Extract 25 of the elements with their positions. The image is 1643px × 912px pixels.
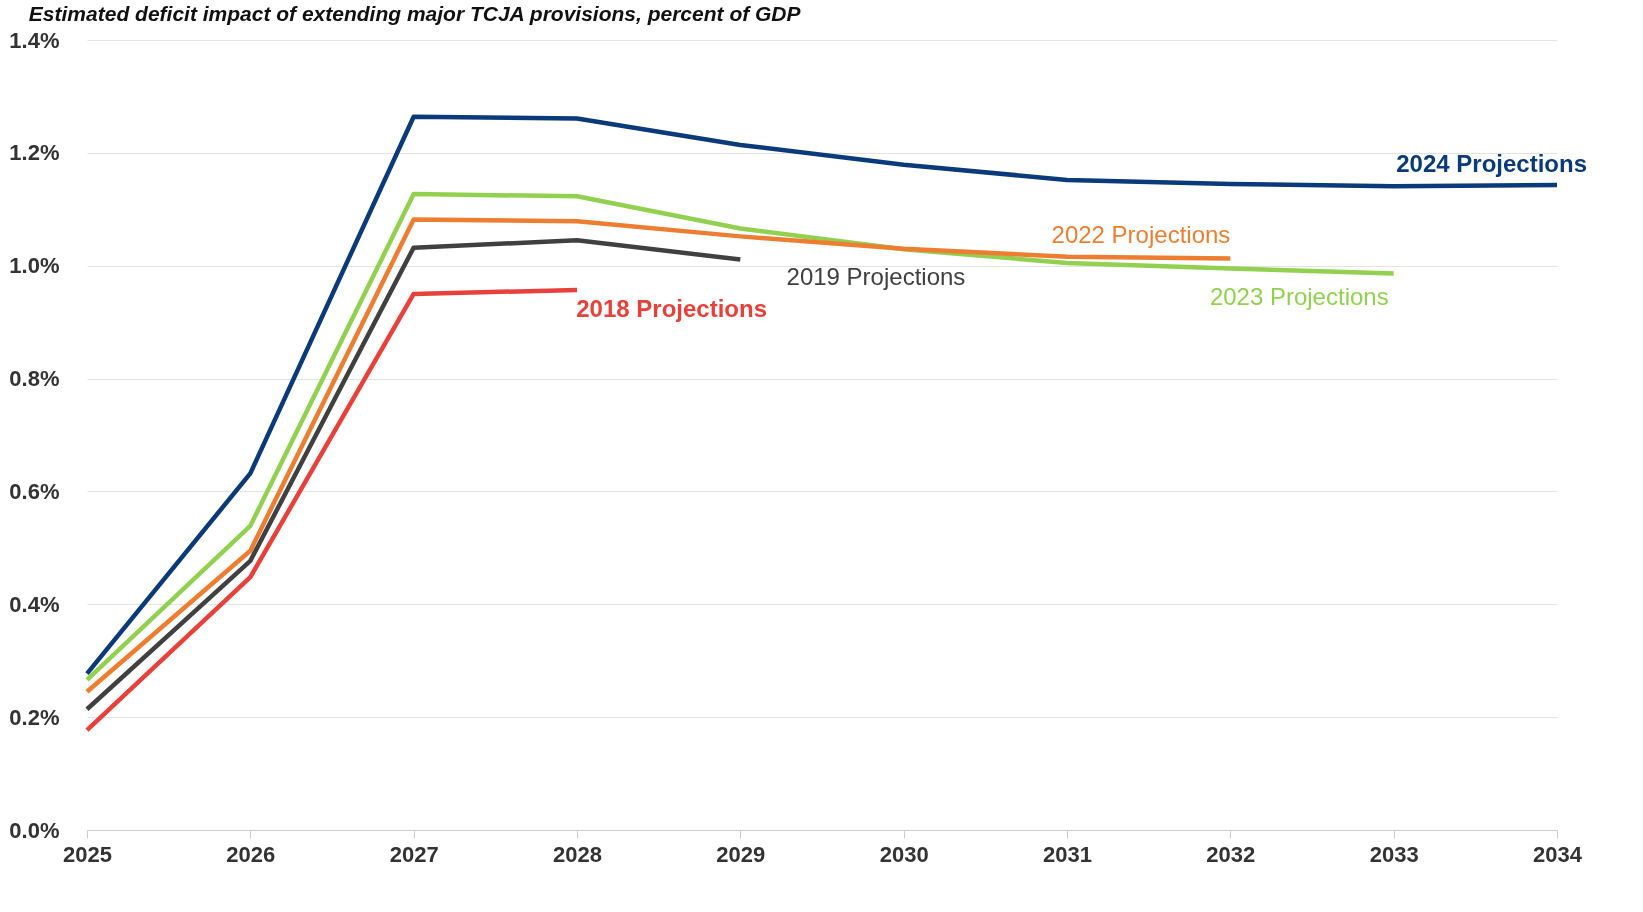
y-tick-label: 0.4% (9, 591, 60, 617)
series-label: 2019 Projections (786, 262, 966, 290)
x-tick-label: 2033 (1369, 841, 1419, 867)
x-tick-label: 2027 (389, 841, 439, 867)
series-label: 2024 Projections (1396, 150, 1587, 178)
y-tick-label: 0.2% (9, 704, 60, 730)
chart-title: Estimated deficit impact of extending major TCJA provisions, percent of GDP (28, 2, 802, 25)
x-tick-label: 2028 (553, 841, 602, 867)
x-tick-label: 2034 (1533, 841, 1583, 867)
x-tick-label: 2031 (1043, 841, 1092, 867)
y-tick-label: 0.0% (9, 817, 60, 843)
series-label: 2022 Projections (1051, 221, 1231, 249)
series-label: 2018 Projections (576, 294, 767, 322)
series-label: 2023 Projections (1209, 282, 1389, 310)
y-tick-label: 1.4% (9, 27, 60, 53)
x-tick-label: 2029 (716, 841, 766, 867)
y-tick-label: 0.6% (9, 478, 60, 504)
x-tick-label: 2030 (879, 841, 929, 867)
x-tick-label: 2032 (1206, 841, 1256, 867)
x-tick-label: 2025 (63, 841, 112, 867)
y-tick-label: 1.2% (9, 140, 60, 166)
x-tick-label: 2026 (226, 841, 276, 867)
y-tick-label: 0.8% (9, 366, 60, 392)
y-tick-label: 1.0% (9, 253, 60, 279)
line-series (84, 191, 1396, 683)
